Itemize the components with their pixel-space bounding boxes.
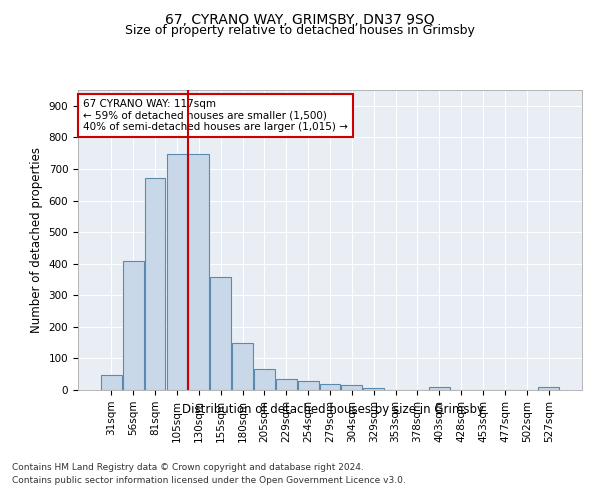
Bar bbox=[276, 379, 296, 390]
Bar bbox=[167, 154, 187, 390]
Bar bbox=[101, 375, 122, 390]
Bar bbox=[188, 154, 209, 390]
Bar bbox=[538, 388, 559, 390]
Bar bbox=[232, 342, 253, 390]
Text: Contains public sector information licensed under the Open Government Licence v3: Contains public sector information licen… bbox=[12, 476, 406, 485]
Bar bbox=[429, 388, 450, 390]
Y-axis label: Number of detached properties: Number of detached properties bbox=[30, 147, 43, 333]
Bar bbox=[254, 368, 275, 390]
Bar bbox=[364, 388, 384, 390]
Bar bbox=[123, 260, 143, 390]
Bar bbox=[145, 178, 166, 390]
Bar bbox=[210, 277, 231, 390]
Bar bbox=[298, 381, 319, 390]
Text: Contains HM Land Registry data © Crown copyright and database right 2024.: Contains HM Land Registry data © Crown c… bbox=[12, 464, 364, 472]
Text: Size of property relative to detached houses in Grimsby: Size of property relative to detached ho… bbox=[125, 24, 475, 37]
Text: 67 CYRANO WAY: 117sqm
← 59% of detached houses are smaller (1,500)
40% of semi-d: 67 CYRANO WAY: 117sqm ← 59% of detached … bbox=[83, 99, 348, 132]
Text: 67, CYRANO WAY, GRIMSBY, DN37 9SQ: 67, CYRANO WAY, GRIMSBY, DN37 9SQ bbox=[165, 12, 435, 26]
Bar bbox=[320, 384, 340, 390]
Bar bbox=[341, 386, 362, 390]
Text: Distribution of detached houses by size in Grimsby: Distribution of detached houses by size … bbox=[182, 402, 484, 415]
